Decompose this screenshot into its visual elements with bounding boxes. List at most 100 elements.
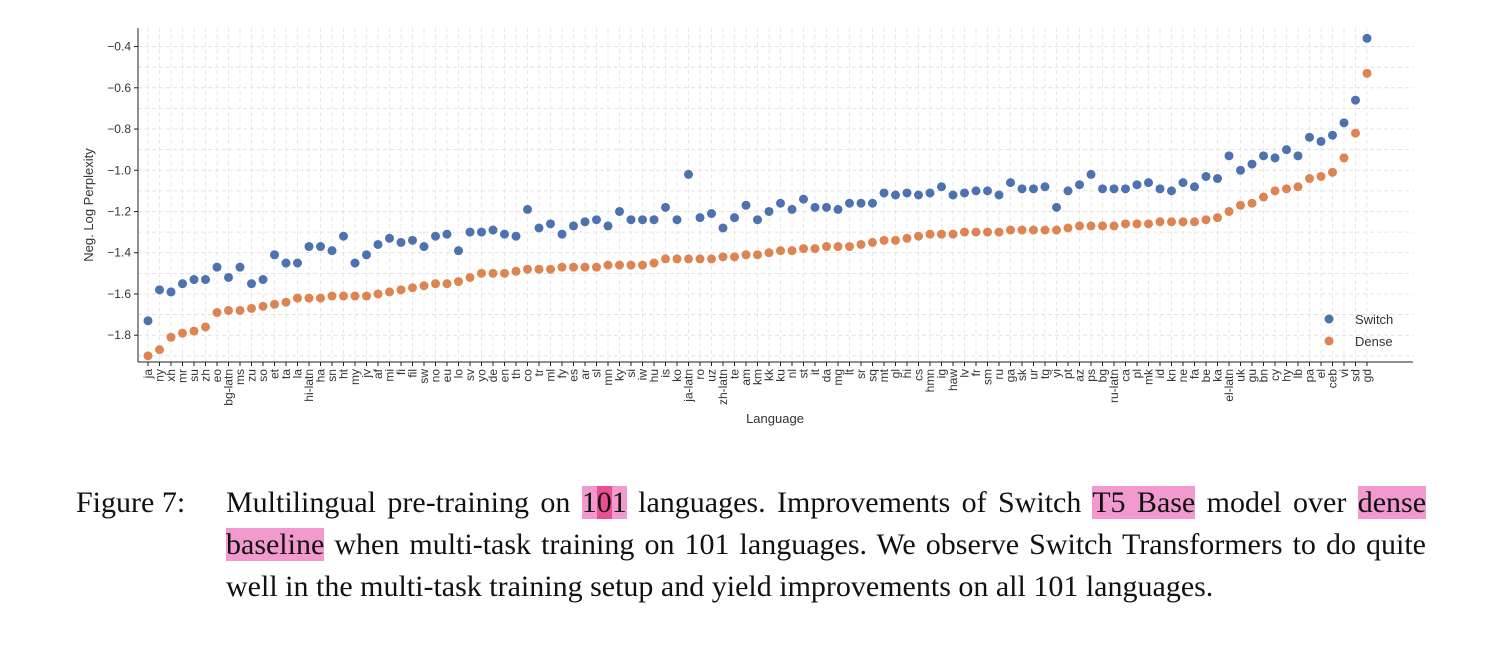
x-tick-label: ar <box>578 369 592 380</box>
x-tick-label: sk <box>1015 368 1029 381</box>
point-dense <box>971 227 981 237</box>
point-dense <box>948 229 958 239</box>
caption-text-4: when multi-task training on 101 language… <box>226 528 1426 603</box>
highlight-101-b: 0 <box>596 486 612 519</box>
point-dense <box>189 326 199 336</box>
point-switch <box>235 262 245 272</box>
point-switch <box>362 250 371 260</box>
x-tick-label: yo <box>475 369 489 382</box>
x-tick-label: fi <box>394 369 408 375</box>
point-switch <box>1247 159 1257 169</box>
y-tick-label: −1.0 <box>107 163 131 177</box>
point-dense <box>1155 217 1165 227</box>
x-tick-label: pa <box>1303 369 1317 383</box>
point-switch <box>178 279 187 289</box>
x-tick-label: pl <box>1130 369 1144 378</box>
data-points <box>143 33 1372 361</box>
highlight-101: 101 <box>581 486 627 519</box>
point-dense <box>1063 223 1073 233</box>
point-switch <box>1293 151 1303 161</box>
x-tick-label: ny <box>153 369 167 382</box>
x-tick-label: ps <box>1084 369 1098 382</box>
point-dense <box>937 229 946 239</box>
x-tick-label: so <box>256 369 270 382</box>
x-tick-label: si <box>624 369 638 378</box>
point-dense <box>1029 225 1038 235</box>
x-tick-label: hu <box>647 369 661 382</box>
x-tick-label: it <box>808 368 822 375</box>
point-switch <box>914 190 923 200</box>
point-dense <box>684 254 693 264</box>
point-dense <box>212 308 222 318</box>
point-dense <box>454 277 463 287</box>
y-tick-label: −1.6 <box>107 287 131 301</box>
y-tick-label: −0.6 <box>107 81 131 95</box>
point-dense <box>1339 153 1349 163</box>
point-dense <box>626 260 636 270</box>
x-axis-label: Language <box>746 411 804 426</box>
point-dense <box>879 235 889 245</box>
point-switch <box>1201 171 1211 181</box>
point-switch <box>155 285 164 295</box>
point-dense <box>419 281 429 291</box>
point-switch <box>810 202 820 212</box>
point-switch <box>1155 184 1165 194</box>
x-tick-label: haw <box>946 369 960 391</box>
x-tick-label: zu <box>245 369 259 382</box>
point-dense <box>1006 225 1015 235</box>
x-tick-label: bg-latn <box>222 369 236 406</box>
x-tick-label: tr <box>532 369 546 376</box>
legend-marker-switch <box>1324 314 1334 324</box>
x-tick-label: ka <box>1211 369 1225 382</box>
legend-label-switch: Switch <box>1355 312 1393 327</box>
point-switch <box>465 227 475 237</box>
point-dense <box>557 262 567 272</box>
point-dense <box>1282 184 1291 194</box>
point-dense <box>1362 68 1372 78</box>
point-switch <box>350 258 360 268</box>
point-dense <box>661 254 670 264</box>
x-tick-label: tg <box>1038 369 1052 379</box>
x-tick-label: sq <box>866 369 880 382</box>
x-tick-label: nl <box>785 369 799 378</box>
x-tick-label: gd <box>1360 369 1374 382</box>
x-tick-label: eu <box>440 369 454 382</box>
point-switch <box>684 169 693 179</box>
x-tick-label: ha <box>314 369 328 383</box>
point-dense <box>569 262 578 272</box>
point-dense <box>592 262 601 272</box>
y-tick-label: −0.4 <box>107 40 131 54</box>
point-switch <box>143 316 153 326</box>
x-tick-label: lb <box>1291 369 1305 379</box>
point-dense <box>1086 221 1096 231</box>
point-switch <box>1098 184 1107 194</box>
point-switch <box>1339 118 1349 128</box>
point-dense <box>1305 174 1314 184</box>
x-tick-label: hi-latn <box>302 369 316 402</box>
figure-caption: Figure 7: Multilingual pre-training on 1… <box>76 482 1427 608</box>
figure-label: Figure 7: <box>76 486 186 519</box>
point-switch <box>730 213 739 223</box>
point-switch <box>189 275 199 285</box>
x-tick-label: mg <box>831 369 845 386</box>
point-dense <box>1017 225 1027 235</box>
point-switch <box>500 229 509 239</box>
point-dense <box>615 260 624 270</box>
point-switch <box>546 219 555 229</box>
point-dense <box>488 268 498 278</box>
point-dense <box>960 227 969 237</box>
legend-label-dense: Dense <box>1355 334 1393 349</box>
point-dense <box>1075 221 1084 231</box>
point-dense <box>925 229 935 239</box>
x-tick-label: be <box>1199 369 1213 383</box>
point-switch <box>270 250 279 260</box>
x-tick-label: id <box>1153 369 1167 378</box>
x-tick-label: ml <box>544 369 558 382</box>
y-axis-label: Neg. Log Perplexity <box>81 148 96 262</box>
point-switch <box>293 258 302 268</box>
x-tick-label: lv <box>958 369 972 378</box>
x-tick-label: fil <box>406 369 420 378</box>
axes <box>134 28 1413 366</box>
x-tick-label: el-latn <box>1222 369 1236 402</box>
point-switch <box>1362 33 1372 43</box>
